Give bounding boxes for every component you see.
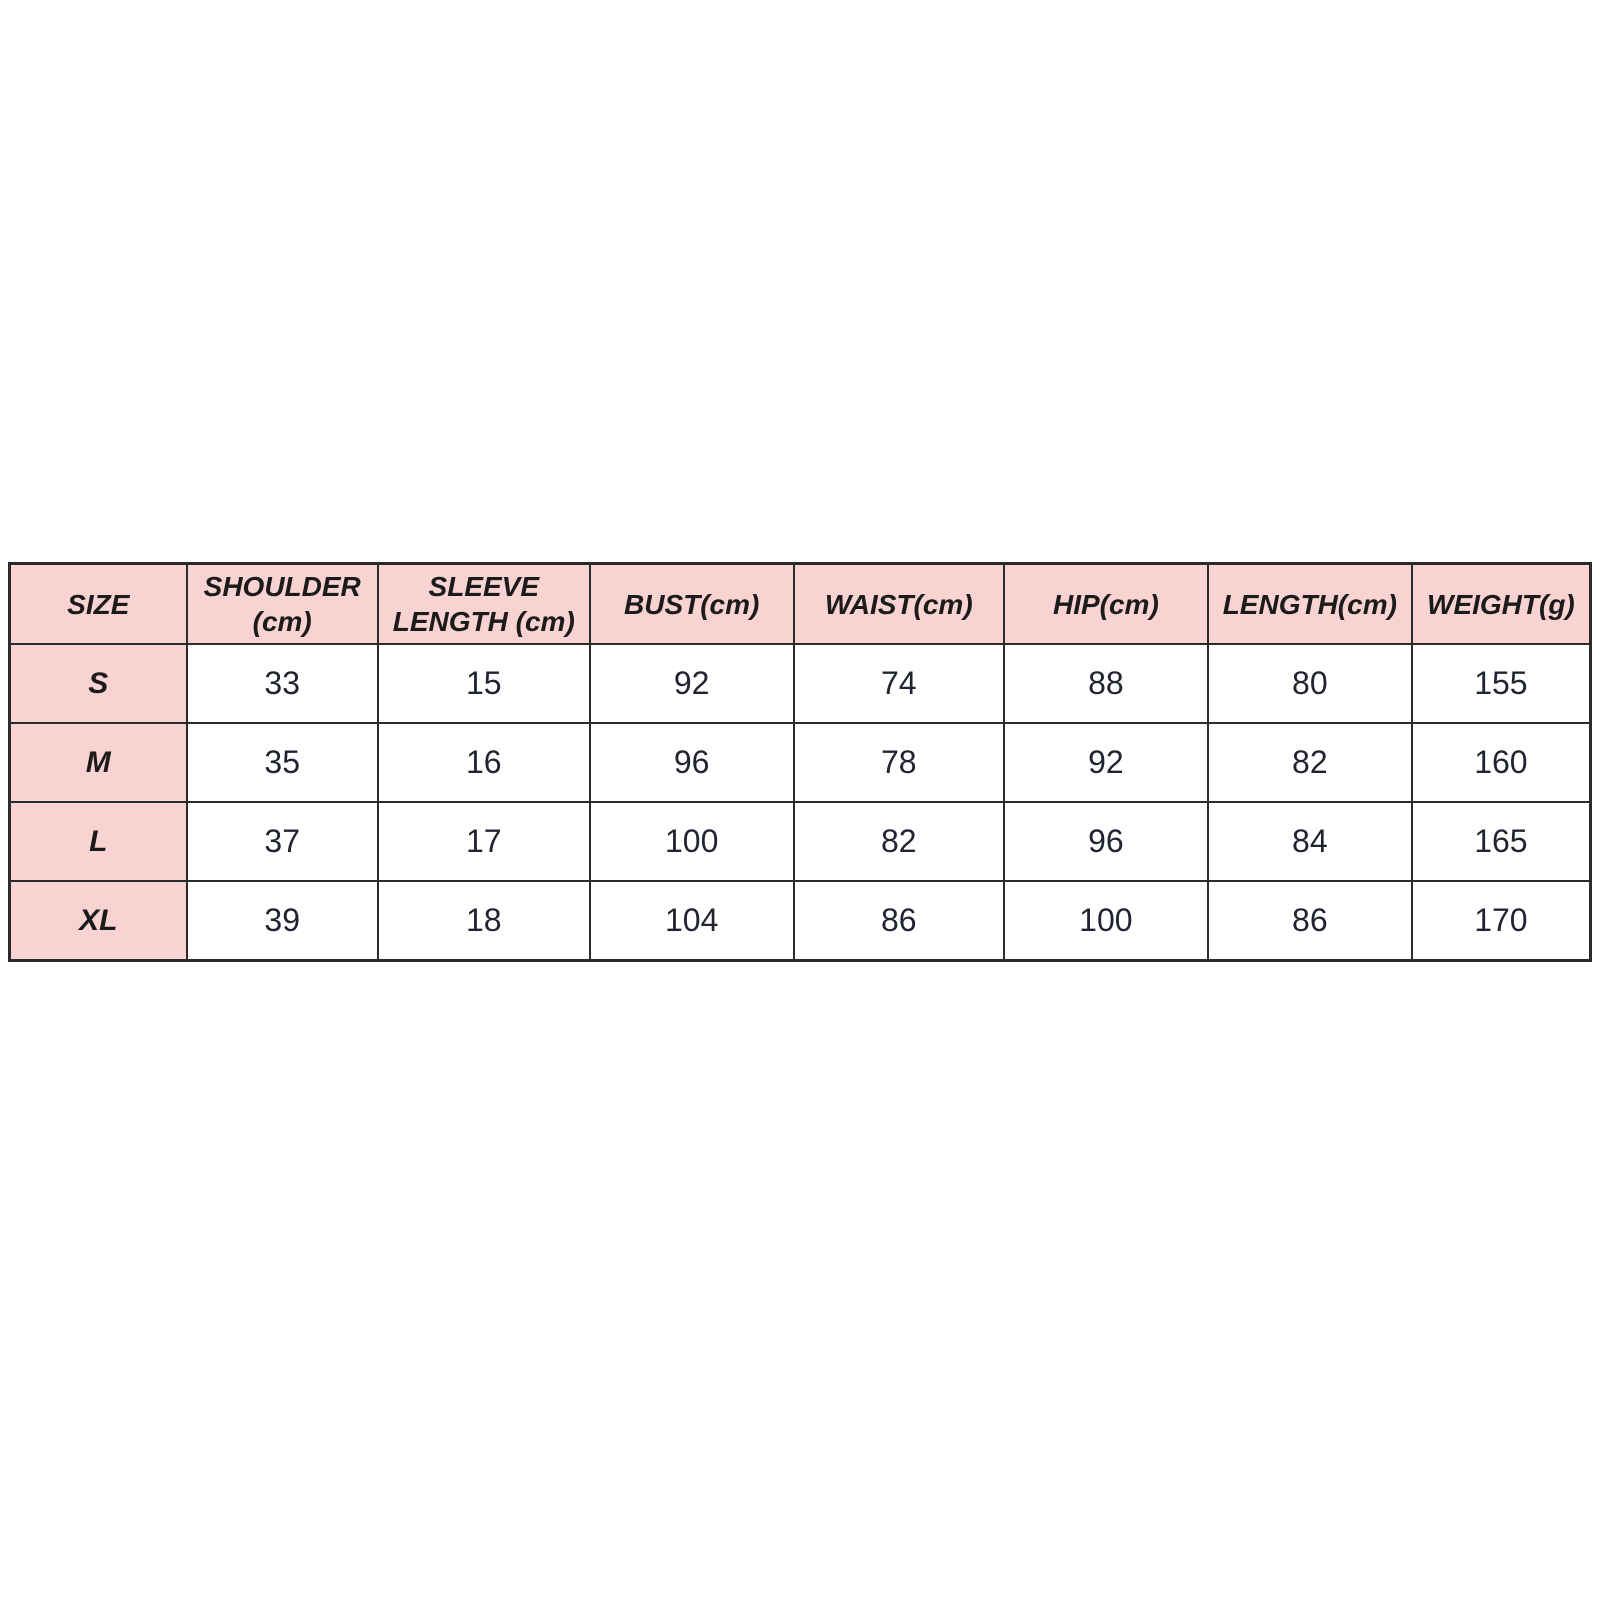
table-row-s: S 33 15 92 74 88 80 155 [8,643,1592,724]
column-header-bust-cm: BUST(cm) [588,562,795,645]
size-chart-container: SIZE SHOULDER (cm) SLEEVE LENGTH (cm) BUST(… [8,562,1592,962]
column-header-size: SIZE [8,562,188,645]
cell-l-hip-cm: 96 [1002,801,1209,882]
cell-xl-bust-cm: 104 [588,880,795,962]
column-header-sleeve-length-cm: SLEEVE LENGTH (cm) [376,562,591,645]
cell-m-shoulder-cm: 35 [185,722,379,803]
cell-l-waist-cm: 82 [792,801,1005,882]
cell-xl-shoulder-cm: 39 [185,880,379,962]
cell-s-weight-g: 155 [1410,643,1592,724]
cell-s-sleeve-length-cm: 15 [376,643,591,724]
table-row-l: L 37 17 100 82 96 84 165 [8,801,1592,882]
cell-m-sleeve-length-cm: 16 [376,722,591,803]
column-header-waist-cm: WAIST(cm) [792,562,1005,645]
cell-l-sleeve-length-cm: 17 [376,801,591,882]
column-header-weight-g: WEIGHT(g) [1410,562,1592,645]
column-header-hip-cm: HIP(cm) [1002,562,1209,645]
row-label-size-xl: XL [8,880,188,962]
size-chart-table: SIZE SHOULDER (cm) SLEEVE LENGTH (cm) BUST(… [8,562,1592,962]
cell-xl-length-cm: 86 [1206,880,1413,962]
cell-m-hip-cm: 92 [1002,722,1209,803]
cell-m-waist-cm: 78 [792,722,1005,803]
cell-l-length-cm: 84 [1206,801,1413,882]
table-row-m: M 35 16 96 78 92 82 160 [8,722,1592,803]
column-header-length-cm: LENGTH(cm) [1206,562,1413,645]
row-label-size-s: S [8,643,188,724]
cell-s-shoulder-cm: 33 [185,643,379,724]
cell-xl-sleeve-length-cm: 18 [376,880,591,962]
cell-s-bust-cm: 92 [588,643,795,724]
cell-m-length-cm: 82 [1206,722,1413,803]
cell-xl-waist-cm: 86 [792,880,1005,962]
table-row-xl: XL 39 18 104 86 100 86 170 [8,880,1592,962]
header-row: SIZE SHOULDER (cm) SLEEVE LENGTH (cm) BUST(… [8,562,1592,645]
cell-m-bust-cm: 96 [588,722,795,803]
row-label-size-m: M [8,722,188,803]
cell-l-weight-g: 165 [1410,801,1592,882]
row-label-size-l: L [8,801,188,882]
cell-s-hip-cm: 88 [1002,643,1209,724]
size-chart-header: SIZE SHOULDER (cm) SLEEVE LENGTH (cm) BUST(… [8,562,1592,645]
cell-s-length-cm: 80 [1206,643,1413,724]
cell-l-bust-cm: 100 [588,801,795,882]
cell-xl-weight-g: 170 [1410,880,1592,962]
cell-m-weight-g: 160 [1410,722,1592,803]
cell-s-waist-cm: 74 [792,643,1005,724]
cell-l-shoulder-cm: 37 [185,801,379,882]
column-header-shoulder-cm: SHOULDER (cm) [185,562,379,645]
cell-xl-hip-cm: 100 [1002,880,1209,962]
size-chart-body: S 33 15 92 74 88 80 155 M 35 16 96 78 92 82 160 L 37 17 100… [8,643,1592,962]
